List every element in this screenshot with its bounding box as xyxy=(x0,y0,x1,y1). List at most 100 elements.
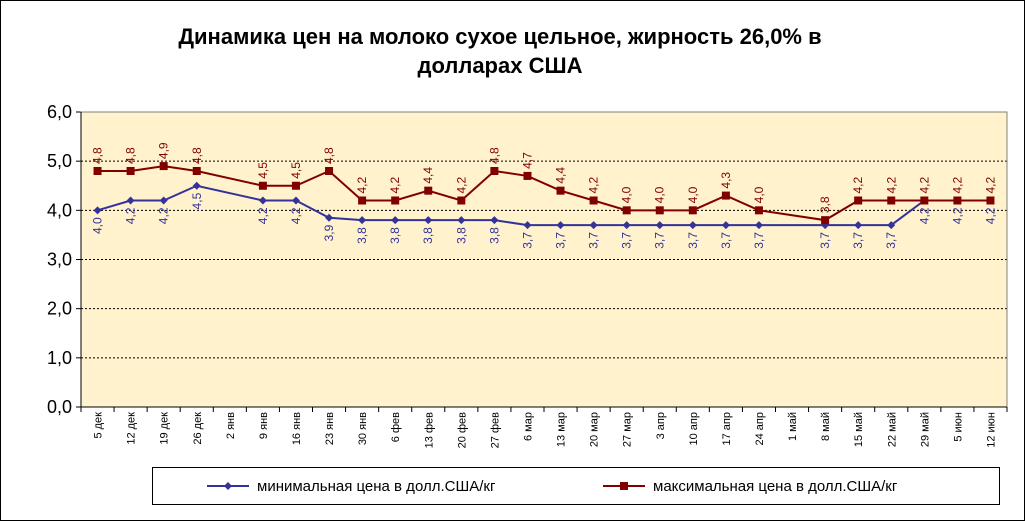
data-label-max: 4,2 xyxy=(388,176,402,193)
legend-label-min: минимальная цена в долл.США/кг xyxy=(257,477,496,495)
x-tick-label: 10 апр xyxy=(688,412,700,445)
x-tick-label: 23 янв xyxy=(324,412,336,445)
marker-min-point xyxy=(754,221,763,230)
marker-min-point xyxy=(126,196,135,205)
x-tick-label: 27 фев xyxy=(489,412,501,448)
x-tick-label: 30 янв xyxy=(357,412,369,445)
data-label-min: 4,2 xyxy=(256,207,270,224)
x-tick-label: 12 июн xyxy=(985,412,997,448)
data-label-min: 3,8 xyxy=(454,227,468,244)
data-label-min: 4,2 xyxy=(950,207,964,224)
y-tick-label: 4,0 xyxy=(47,200,72,220)
data-label-max: 4,8 xyxy=(190,147,204,164)
x-tick-label: 27 мар xyxy=(622,412,634,447)
data-label-min: 3,7 xyxy=(851,232,865,249)
x-tick-label: 26 дек xyxy=(192,412,204,445)
marker-min-point xyxy=(655,221,664,230)
marker-max-point xyxy=(986,196,995,205)
x-tick-label: 8 май xyxy=(820,412,832,441)
marker-min-point xyxy=(457,216,466,225)
x-tick-label: 5 июн xyxy=(952,412,964,442)
data-label-min: 3,7 xyxy=(752,232,766,249)
data-label-max: 4,2 xyxy=(851,176,865,193)
data-label-max: 4,2 xyxy=(917,176,931,193)
marker-max-point xyxy=(754,206,763,215)
marker-max-point xyxy=(589,196,598,205)
data-label-max: 4,2 xyxy=(454,176,468,193)
marker-min-point xyxy=(490,216,499,225)
marker-min-point xyxy=(887,221,896,230)
data-label-max: 4,8 xyxy=(124,147,138,164)
data-label-min: 3,7 xyxy=(620,232,634,249)
data-label-max: 4,2 xyxy=(355,176,369,193)
marker-max-point xyxy=(622,206,631,215)
x-tick-label: 6 мар xyxy=(522,412,534,441)
x-tick-label: 22 май xyxy=(886,412,898,447)
marker-min-point xyxy=(192,181,201,190)
marker-max-point xyxy=(655,206,664,215)
x-tick-label: 19 дек xyxy=(159,412,171,445)
x-tick-label: 16 янв xyxy=(291,412,303,445)
marker-max-point xyxy=(523,171,532,180)
data-label-min: 4,2 xyxy=(289,207,303,224)
marker-max-point xyxy=(325,167,334,175)
legend-label-max: максимальная цена в долл.США/кг xyxy=(653,477,898,495)
data-label-min: 3,7 xyxy=(719,232,733,249)
x-tick-label: 2 янв xyxy=(225,412,237,439)
data-label-max: 4,2 xyxy=(983,176,997,193)
data-label-max: 4,4 xyxy=(421,167,435,184)
data-label-min: 3,8 xyxy=(388,227,402,244)
y-tick-label: 1,0 xyxy=(47,348,72,368)
marker-max-point xyxy=(688,206,697,215)
marker-min-point xyxy=(358,216,367,225)
x-tick-label: 24 апр xyxy=(754,412,766,445)
marker-min-point xyxy=(424,216,433,225)
x-tick-label: 20 мар xyxy=(589,412,601,447)
marker-max-point xyxy=(126,167,135,175)
data-label-min: 3,8 xyxy=(487,227,501,244)
chart-legend: минимальная цена в долл.США/кг максималь… xyxy=(152,467,1000,505)
data-label-min: 3,8 xyxy=(355,227,369,244)
x-tick-label: 1 май xyxy=(787,412,799,441)
data-label-min: 3,7 xyxy=(587,232,601,249)
marker-max-point xyxy=(159,162,168,171)
data-label-max: 3,8 xyxy=(818,196,832,213)
marker-max-point xyxy=(953,196,962,205)
legend-item-max: максимальная цена в долл.США/кг xyxy=(603,468,897,504)
chart-title: Динамика цен на молоко сухое цельное, жи… xyxy=(120,22,880,80)
chart-title-line1: Динамика цен на молоко сухое цельное, жи… xyxy=(178,24,822,49)
data-label-max: 4,4 xyxy=(554,167,568,184)
legend-marker-max xyxy=(603,482,645,490)
x-tick-label: 13 фев xyxy=(423,412,435,448)
marker-min-point xyxy=(523,221,532,230)
data-label-max: 4,2 xyxy=(587,176,601,193)
marker-min-point xyxy=(854,221,863,230)
data-label-min: 4,2 xyxy=(157,207,171,224)
marker-min-point xyxy=(721,221,730,230)
x-tick-label: 15 май xyxy=(853,412,865,447)
legend-marker-min xyxy=(207,482,249,490)
marker-max-point xyxy=(391,196,400,205)
x-tick-label: 13 мар xyxy=(556,412,568,447)
y-tick-label: 6,0 xyxy=(47,102,72,122)
x-tick-label: 3 апр xyxy=(655,412,667,439)
data-label-min: 3,7 xyxy=(554,232,568,249)
chart-title-line2: долларах США xyxy=(417,53,583,78)
data-label-min: 3,7 xyxy=(884,232,898,249)
x-tick-label: 29 май xyxy=(919,412,931,447)
data-label-max: 4,8 xyxy=(487,147,501,164)
marker-max-point xyxy=(424,186,433,195)
y-tick-label: 3,0 xyxy=(47,250,72,270)
data-label-max: 4,5 xyxy=(256,162,270,179)
data-label-max: 4,0 xyxy=(620,186,634,203)
data-label-max: 4,9 xyxy=(157,142,171,159)
marker-max-point xyxy=(556,186,565,195)
x-tick-label: 12 дек xyxy=(126,412,138,445)
data-label-max: 4,2 xyxy=(884,176,898,193)
marker-max-point xyxy=(920,196,929,205)
data-label-min: 3,8 xyxy=(421,227,435,244)
marker-max-point xyxy=(358,196,367,205)
marker-min-point xyxy=(325,213,334,222)
marker-min-point xyxy=(258,196,267,205)
x-tick-label: 20 фев xyxy=(456,412,468,448)
